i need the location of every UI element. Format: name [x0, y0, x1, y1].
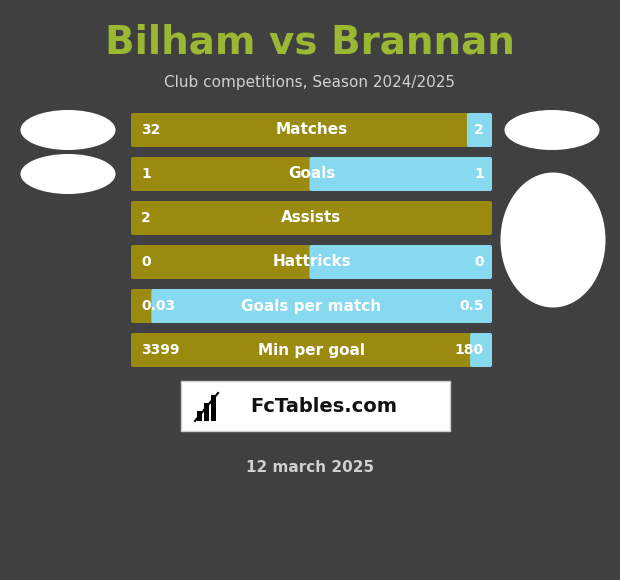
Text: 32: 32 [141, 123, 161, 137]
Text: 0.03: 0.03 [141, 299, 175, 313]
Text: Matches: Matches [275, 122, 348, 137]
Text: 0: 0 [141, 255, 151, 269]
Text: Goals: Goals [288, 166, 335, 182]
FancyBboxPatch shape [467, 113, 492, 147]
Bar [153, 291, 159, 321]
FancyBboxPatch shape [131, 333, 492, 367]
Text: 1: 1 [474, 167, 484, 181]
FancyBboxPatch shape [181, 381, 450, 431]
FancyBboxPatch shape [131, 289, 492, 323]
Ellipse shape [20, 154, 115, 194]
Bar [311, 159, 317, 189]
Text: 180: 180 [455, 343, 484, 357]
FancyBboxPatch shape [131, 113, 492, 147]
FancyBboxPatch shape [151, 289, 492, 323]
Text: 3399: 3399 [141, 343, 180, 357]
Ellipse shape [20, 110, 115, 150]
Text: 0: 0 [474, 255, 484, 269]
Ellipse shape [505, 110, 600, 150]
Text: Assists: Assists [281, 211, 342, 226]
Text: FcTables.com: FcTables.com [250, 397, 397, 415]
FancyBboxPatch shape [131, 201, 492, 235]
Text: Club competitions, Season 2024/2025: Club competitions, Season 2024/2025 [164, 74, 456, 89]
FancyBboxPatch shape [309, 245, 492, 279]
Ellipse shape [500, 172, 606, 307]
Bar [211, 395, 216, 421]
FancyBboxPatch shape [131, 245, 492, 279]
Bar [204, 403, 209, 421]
Bar [472, 335, 478, 365]
Text: 0.5: 0.5 [459, 299, 484, 313]
Text: 12 march 2025: 12 march 2025 [246, 459, 374, 474]
Text: 1: 1 [141, 167, 151, 181]
Text: Hattricks: Hattricks [272, 255, 351, 270]
Bar [311, 247, 317, 277]
Bar [469, 115, 475, 145]
Text: Goals per match: Goals per match [241, 299, 381, 314]
Text: 2: 2 [141, 211, 151, 225]
Text: Bilham vs Brannan: Bilham vs Brannan [105, 23, 515, 61]
FancyBboxPatch shape [309, 157, 492, 191]
Bar [197, 411, 202, 421]
Text: Min per goal: Min per goal [258, 343, 365, 357]
Text: 2: 2 [474, 123, 484, 137]
FancyBboxPatch shape [131, 157, 492, 191]
FancyBboxPatch shape [470, 333, 492, 367]
